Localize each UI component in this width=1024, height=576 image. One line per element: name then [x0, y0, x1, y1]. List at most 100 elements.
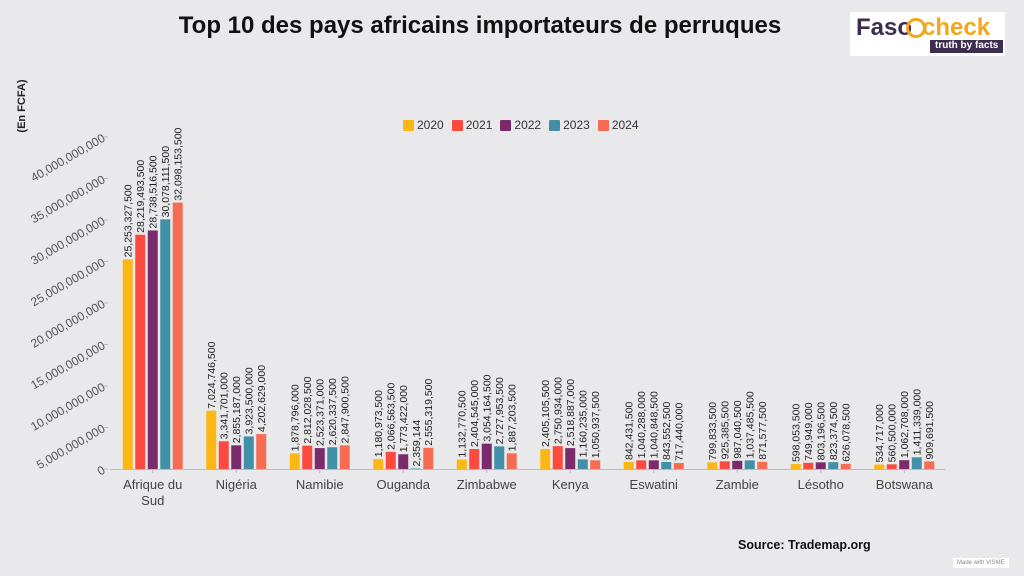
fasocheck-logo: Faso check truth by facts [850, 12, 1005, 56]
bar[interactable] [636, 460, 647, 469]
bar[interactable] [899, 460, 910, 469]
legend-label: 2020 [417, 118, 444, 132]
category-label: Kenya [552, 477, 590, 492]
bar[interactable] [590, 460, 601, 469]
data-label: 4,202,629,000 [256, 365, 268, 432]
bar[interactable] [147, 230, 158, 469]
legend-item[interactable]: 2024 [597, 118, 639, 132]
bar[interactable] [243, 436, 254, 469]
category-label: Namibie [296, 477, 344, 492]
legend-swatch [597, 119, 609, 131]
bar[interactable] [172, 202, 183, 469]
bar[interactable] [135, 234, 146, 469]
data-label: 909,691,500 [924, 401, 936, 460]
data-label: 2,066,563,500 [386, 383, 398, 450]
legend-item[interactable]: 2021 [451, 118, 492, 132]
data-label: 2,555,319,500 [423, 378, 435, 445]
bar[interactable] [481, 443, 492, 469]
bar[interactable] [122, 259, 133, 469]
data-label: 2,404,545,000 [469, 380, 481, 447]
data-label: 1,878,796,000 [290, 384, 302, 451]
made-with-badge[interactable]: Made with VISME [953, 558, 1009, 568]
bar[interactable] [757, 461, 768, 469]
category-label: Ouganda [377, 477, 431, 492]
bar[interactable] [423, 447, 434, 469]
bar[interactable] [577, 459, 588, 469]
bar[interactable] [385, 451, 396, 469]
bar[interactable] [160, 219, 171, 469]
data-label: 1,773,422,000 [398, 385, 410, 452]
data-label: 1,040,288,000 [636, 391, 648, 458]
data-label: 2,855,187,000 [231, 376, 243, 443]
bar[interactable] [339, 445, 350, 469]
bar[interactable] [815, 462, 826, 469]
data-label: 534,717,000 [874, 404, 886, 463]
data-label: 1,037,485,500 [745, 391, 757, 458]
data-label: 560,500,000 [887, 404, 899, 463]
bar[interactable] [540, 449, 551, 469]
magnifier-icon [906, 18, 926, 38]
legend-item[interactable]: 2020 [403, 118, 444, 132]
bar[interactable] [732, 460, 743, 469]
bar[interactable] [256, 434, 267, 469]
legend-item[interactable]: 2022 [500, 118, 541, 132]
data-label: 1,132,770,500 [457, 390, 469, 457]
bar[interactable] [744, 460, 755, 469]
data-label: 2,523,371,000 [315, 379, 327, 446]
bar[interactable] [231, 445, 242, 469]
category-label: Eswatini [630, 477, 679, 492]
bar[interactable] [506, 453, 517, 469]
bar[interactable] [469, 449, 480, 469]
data-label: 2,620,337,500 [327, 378, 339, 445]
data-label: 1,180,973,500 [373, 390, 385, 457]
bar[interactable] [398, 454, 409, 469]
bar[interactable] [840, 463, 851, 469]
category-label: Zimbabwe [457, 477, 517, 492]
data-label: 3,923,500,000 [244, 367, 256, 434]
bar[interactable] [648, 460, 659, 469]
data-label: 2,750,934,000 [553, 377, 565, 444]
bar[interactable] [911, 457, 922, 469]
bar[interactable] [494, 446, 505, 469]
bar[interactable] [803, 462, 814, 469]
bar[interactable] [314, 448, 325, 469]
bar[interactable] [719, 461, 730, 469]
legend-swatch [403, 119, 414, 131]
legend-item[interactable]: 2023 [549, 118, 590, 132]
data-label: 2,359,144 [411, 420, 423, 467]
logo-tagline: truth by facts [930, 40, 1004, 53]
data-label: 32,098,153,500 [173, 127, 185, 200]
bar[interactable] [623, 462, 634, 469]
bar[interactable] [410, 468, 421, 470]
bar[interactable] [289, 453, 300, 469]
bar[interactable] [707, 462, 718, 469]
bar[interactable] [661, 461, 672, 469]
bar[interactable] [565, 448, 576, 469]
data-label: 3,054,164,500 [482, 374, 494, 441]
chart-title: Top 10 des pays africains importateurs d… [178, 12, 782, 39]
bar[interactable] [874, 464, 885, 469]
data-label: 598,053,500 [791, 403, 803, 462]
bar[interactable] [373, 459, 384, 469]
bar[interactable] [327, 447, 338, 469]
category-label: Afrique du Sud [123, 477, 182, 508]
bar[interactable] [206, 410, 217, 469]
bar[interactable] [673, 463, 684, 469]
bar[interactable] [828, 462, 839, 469]
data-label: 925,385,500 [720, 401, 732, 460]
legend-label: 2023 [563, 118, 590, 132]
bar[interactable] [790, 464, 801, 469]
data-label: 1,411,339,000 [912, 389, 924, 456]
bar[interactable] [302, 445, 313, 469]
data-label: 25,253,327,500 [123, 184, 135, 257]
category-label: Lésotho [798, 477, 844, 492]
data-label: 717,440,000 [674, 402, 686, 461]
data-label: 7,024,746,500 [206, 341, 218, 408]
bar[interactable] [456, 459, 467, 469]
bar[interactable] [886, 464, 897, 469]
data-label: 2,405,105,500 [540, 380, 552, 447]
bar[interactable] [924, 461, 935, 469]
bar[interactable] [552, 446, 563, 469]
bar[interactable] [218, 441, 229, 469]
data-label: 2,727,953,500 [494, 377, 506, 444]
